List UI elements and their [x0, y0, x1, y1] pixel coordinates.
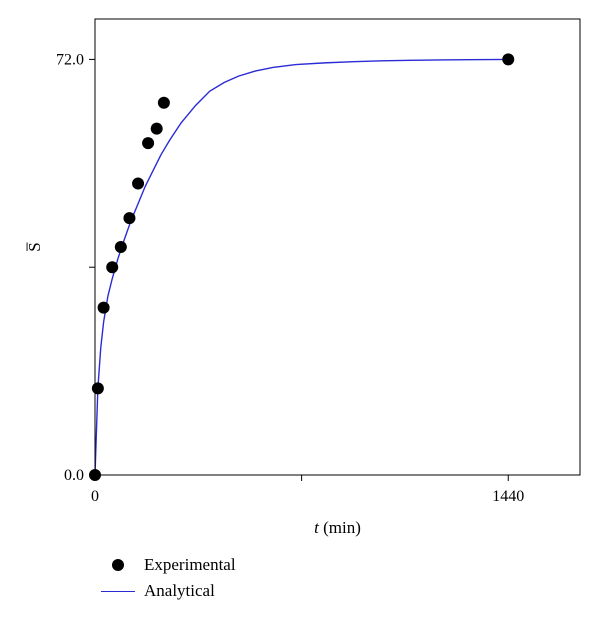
legend-item-experimental: Experimental [96, 552, 236, 578]
data-point-experimental [132, 177, 145, 190]
legend-marker-dot [96, 559, 140, 571]
legend-label-experimental: Experimental [144, 555, 236, 574]
analytical-line [94, 58, 509, 476]
data-point-experimental [157, 96, 170, 109]
x-axis-label: t (min) [314, 518, 361, 537]
legend-marker-line [96, 590, 140, 592]
plot-area [89, 53, 515, 481]
y-tick-label: 0.0 [64, 467, 84, 484]
legend-item-analytical: Analytical [96, 578, 236, 604]
data-point-experimental [142, 137, 155, 150]
x-tick-label: 0 [91, 488, 99, 505]
plot-frame [94, 18, 581, 476]
x-tick-label: 1440 [492, 488, 524, 505]
y-axis-label: S̅ [25, 242, 44, 252]
data-point-experimental [97, 301, 110, 314]
data-point-experimental [114, 241, 127, 253]
legend-label-analytical: Analytical [144, 581, 215, 600]
data-point-experimental [91, 382, 104, 395]
axes: 0 1440 0.0 72.0 [56, 18, 581, 505]
data-point-experimental [150, 122, 163, 135]
data-point-experimental [123, 212, 136, 225]
data-point-experimental [502, 53, 515, 66]
y-tick-label: 72.0 [56, 51, 84, 68]
legend: Experimental Analytical [96, 552, 236, 604]
data-point-experimental [106, 261, 119, 274]
